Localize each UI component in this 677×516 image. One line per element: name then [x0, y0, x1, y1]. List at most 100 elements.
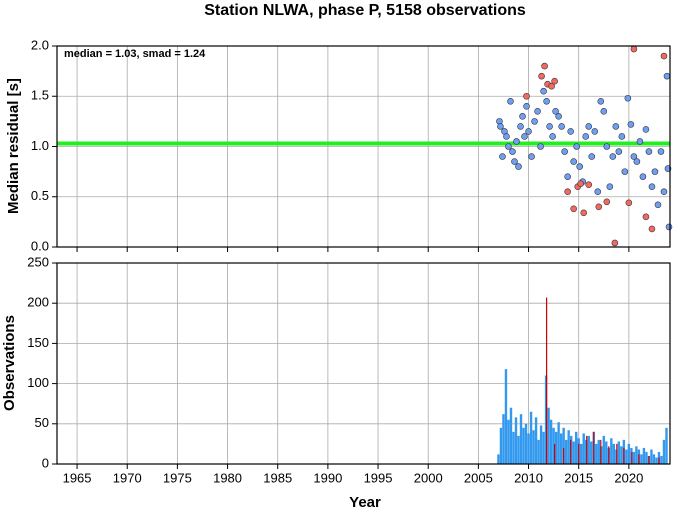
point: [540, 87, 547, 95]
bar: [608, 446, 610, 464]
point: [585, 181, 593, 188]
bar: [652, 454, 656, 464]
x-tick-label: 2010: [514, 470, 543, 485]
point: [642, 126, 650, 133]
y-tick-label: 0: [42, 455, 49, 470]
bar: [650, 449, 653, 464]
y-tick-label: 250: [27, 254, 49, 269]
plot-frame: [56, 45, 671, 248]
point: [517, 123, 524, 130]
bar: [499, 427, 503, 464]
x-tick-label: 2015: [564, 470, 593, 485]
point: [564, 173, 571, 180]
point: [534, 108, 541, 115]
point: [665, 223, 673, 231]
y-tick-label: 0.0: [31, 238, 49, 253]
point: [660, 52, 668, 60]
bar: [597, 439, 600, 464]
bar: [504, 369, 508, 464]
y-tick-label: 1.0: [31, 138, 49, 153]
x-tick-label: 2005: [464, 470, 493, 485]
plot-frame: [56, 262, 671, 465]
point: [621, 168, 629, 175]
bar: [542, 431, 545, 464]
point: [577, 180, 585, 187]
point: [595, 203, 603, 211]
x-tick-label: 1985: [263, 470, 292, 485]
bar: [549, 419, 553, 464]
bar: [662, 439, 666, 464]
bar: [512, 431, 515, 464]
x-tick-label: 2020: [614, 470, 643, 485]
bar: [642, 447, 646, 464]
x-tick-label: 1980: [213, 470, 242, 485]
bar: [635, 446, 638, 464]
bar: [590, 441, 593, 464]
point: [600, 108, 608, 115]
x-tick-label: 1965: [63, 470, 92, 485]
bar: [578, 443, 580, 464]
bar: [586, 435, 588, 464]
bar: [574, 431, 578, 464]
point: [543, 97, 550, 105]
point: [588, 153, 596, 160]
x-tick-label: 1975: [163, 470, 192, 485]
point: [552, 108, 559, 115]
point: [611, 239, 619, 247]
bar: [524, 423, 528, 464]
point: [505, 143, 512, 150]
point: [627, 121, 635, 128]
point: [511, 158, 518, 165]
point: [531, 118, 538, 125]
bar: [557, 422, 560, 464]
point: [523, 92, 530, 100]
point: [548, 82, 555, 90]
bar: [631, 451, 633, 464]
x-tick-label: 1970: [113, 470, 142, 485]
point: [648, 183, 656, 190]
point: [591, 128, 599, 135]
point: [513, 138, 520, 145]
bar: [645, 451, 648, 464]
bar: [602, 435, 605, 464]
bar: [529, 411, 533, 464]
bar: [632, 451, 636, 464]
point: [654, 201, 662, 209]
point: [525, 128, 532, 135]
bar: [655, 457, 658, 464]
bar: [570, 439, 572, 464]
point: [573, 143, 580, 150]
point: [657, 148, 665, 155]
x-tick-label: 1990: [313, 470, 342, 485]
annotation: median = 1.03, smad = 1.24: [64, 48, 206, 60]
x-tick-label: 2000: [414, 470, 443, 485]
point: [597, 97, 605, 105]
bar: [509, 407, 513, 464]
point: [603, 198, 611, 206]
point: [594, 188, 602, 196]
bar: [627, 443, 631, 464]
bar: [564, 439, 568, 464]
point: [618, 133, 626, 140]
point: [606, 183, 614, 190]
bar: [545, 297, 548, 464]
point: [639, 173, 647, 180]
point: [636, 138, 644, 145]
point: [523, 103, 530, 110]
point: [624, 94, 632, 102]
bar: [547, 407, 550, 464]
bar: [527, 433, 530, 464]
bar: [507, 419, 510, 464]
bar: [593, 431, 595, 464]
point: [537, 143, 544, 150]
y-axis-label: Median residual [s]: [5, 78, 22, 214]
point: [633, 158, 641, 165]
bar: [648, 455, 650, 464]
panel: 1965 1970 1975 1980 1985 1990 1995 2000 2005 2010…: [27, 254, 671, 485]
bar: [552, 427, 555, 464]
y-tick-label: 2.0: [31, 37, 49, 52]
point: [570, 158, 577, 165]
y-tick-label: 50: [35, 415, 49, 430]
bar: [625, 449, 628, 464]
bar: [554, 431, 558, 464]
